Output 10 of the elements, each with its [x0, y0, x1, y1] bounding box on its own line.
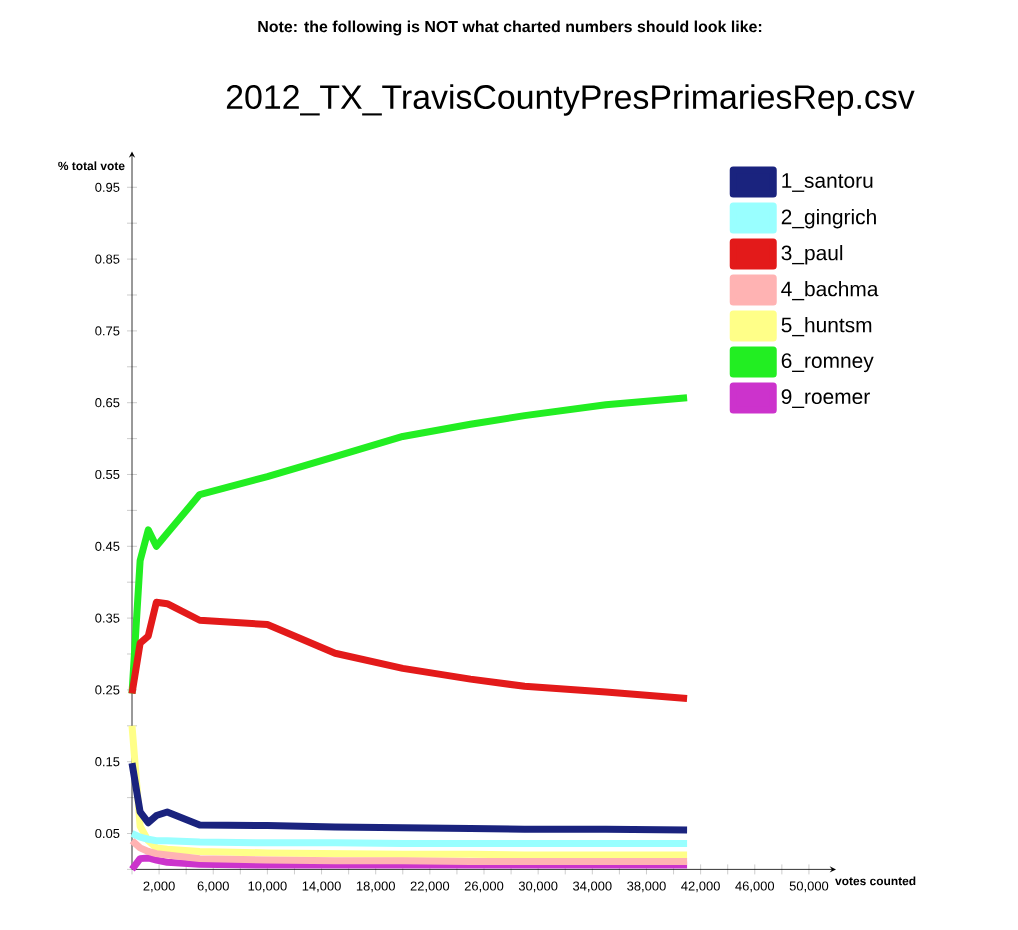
- line-series: [128, 759, 691, 834]
- legend-label: 9_roemer: [781, 389, 870, 409]
- line-series: [128, 598, 691, 703]
- legend-label: 4_bachma: [781, 280, 879, 301]
- chart-title: 2012_TX_TravisCountyPresPrimariesRep.csv: [226, 84, 915, 116]
- legend-label: 2_gingrich: [781, 208, 876, 229]
- legend-label: 5_huntsm: [781, 316, 872, 337]
- legend-label: 6_romney: [781, 353, 874, 373]
- legend-label: 1_santoru: [782, 173, 873, 192]
- legend-label: 3_paul: [781, 244, 843, 265]
